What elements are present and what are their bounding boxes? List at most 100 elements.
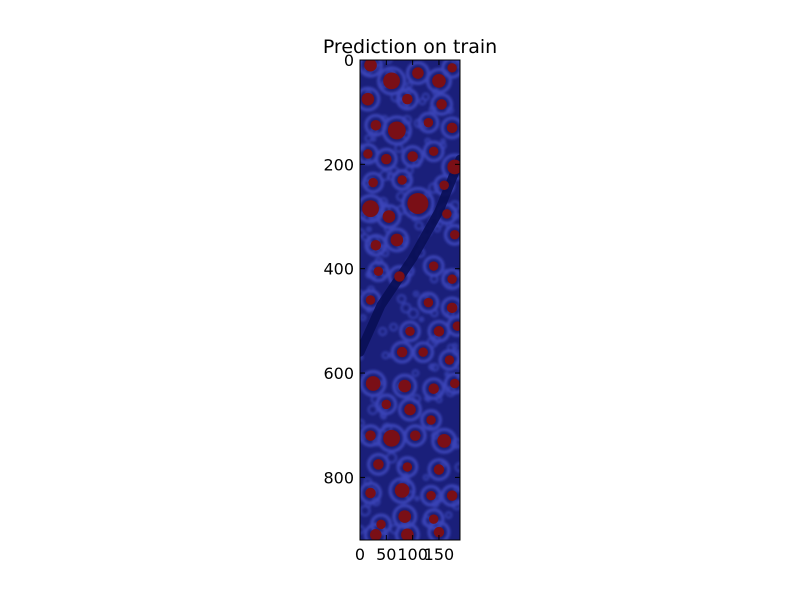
tissue-ring [406, 61, 430, 85]
tissue-ring [445, 282, 452, 290]
prediction-blob [404, 403, 416, 416]
prediction-blob [362, 200, 379, 218]
prediction-blob [373, 459, 384, 470]
prediction-blob [365, 487, 376, 499]
prediction-blob [405, 326, 415, 337]
prediction-blob [364, 60, 377, 72]
prediction-blob [423, 297, 434, 308]
tissue-ring [412, 290, 420, 298]
tissue-ring [401, 186, 435, 221]
tissue-ring [363, 522, 388, 540]
tissue-ring [422, 508, 445, 530]
tissue-ring [381, 351, 390, 360]
tissue-ring [364, 233, 388, 257]
tissue-ring [453, 359, 460, 371]
tissue-ring [422, 140, 445, 163]
tissue-ring [411, 394, 422, 404]
tissue-ring [392, 504, 418, 529]
tissue-ring [413, 118, 424, 129]
prediction-blob [447, 274, 457, 284]
tissue-ring [430, 431, 440, 440]
y-tick-label: 200 [323, 155, 354, 174]
prediction-blob [383, 72, 400, 90]
prediction-blob [370, 528, 382, 540]
prediction-blob [373, 266, 384, 277]
tissue-ring [371, 497, 381, 507]
tissue-ring [407, 307, 419, 320]
prediction-blob [402, 93, 413, 105]
tissue-ring [444, 371, 450, 377]
prediction-blob [394, 271, 405, 282]
tissue-ring [428, 363, 436, 371]
tissue-ring [360, 144, 366, 152]
tissue-ring [384, 225, 392, 233]
prediction-blob [444, 355, 455, 365]
tissue-ring [367, 285, 375, 294]
tissue-ring [451, 60, 459, 65]
prediction-blob [439, 180, 449, 190]
tissue-ring [365, 158, 372, 165]
tissue-ring [401, 114, 412, 126]
tissue-ring [430, 92, 453, 116]
y-axis: 0 200 400 600 800 [323, 51, 460, 487]
tissue-ring [445, 386, 456, 397]
tissue-ring [372, 437, 382, 447]
tissue-ring [431, 88, 440, 96]
y-tick-label: 0 [344, 51, 354, 70]
tissue-ring [411, 369, 420, 377]
prediction-blob [428, 261, 439, 271]
tissue-ring [367, 404, 378, 415]
tissue-ring [360, 433, 366, 442]
prediction-blob [436, 99, 447, 110]
tissue-ring [444, 511, 453, 519]
tissue-ring [390, 340, 414, 364]
prediction-blob [428, 383, 439, 394]
tissue-ring [401, 145, 424, 168]
prediction-blob [450, 230, 460, 240]
prediction-blob [450, 378, 460, 389]
prediction-blob [381, 153, 392, 165]
tissue-ring [414, 495, 420, 502]
tissue-ring [403, 472, 409, 479]
prediction-blob [433, 464, 445, 475]
tissue-ring [389, 322, 398, 332]
prediction-blob [390, 233, 404, 247]
prediction-blob [365, 295, 376, 305]
prediction-blob [426, 490, 436, 501]
tissue-ring [423, 292, 429, 299]
tissue-ring [452, 348, 460, 357]
tissue-ring [370, 394, 381, 405]
tissue-ring [394, 522, 420, 540]
tissue-ring [429, 274, 439, 284]
x-tick-label: 0 [355, 545, 365, 564]
prediction-blob [398, 379, 412, 393]
tissue-ring [455, 373, 460, 380]
tissue-ring [424, 137, 431, 145]
prediction-blob [446, 122, 458, 134]
tissue-ring [380, 379, 387, 386]
tissue-ring [454, 462, 460, 473]
tissue-ring [363, 477, 373, 487]
tissue-ring [417, 291, 440, 314]
tissue-ring [451, 499, 460, 511]
tissue-ring [430, 308, 439, 318]
tissue-ring [431, 499, 440, 508]
prediction-blob [426, 415, 436, 425]
tissue-ring [392, 373, 418, 399]
tissue-ring [412, 158, 422, 168]
tissue-ring [440, 116, 460, 140]
tissue-ring [374, 147, 398, 171]
tissue-ring [365, 306, 373, 313]
tissue-ring [435, 396, 443, 404]
plot-frame [359, 59, 461, 541]
tissue-ring [360, 60, 383, 78]
prediction-blob [394, 483, 410, 498]
prediction-blob [428, 146, 439, 157]
prediction-blob [402, 462, 413, 472]
tissue-ring [362, 171, 384, 194]
y-tick-label: 400 [323, 260, 354, 279]
prediction-blob [407, 192, 429, 215]
prediction-blob [361, 92, 375, 106]
tissue-ring [423, 395, 430, 401]
tissue-ring [400, 302, 412, 314]
